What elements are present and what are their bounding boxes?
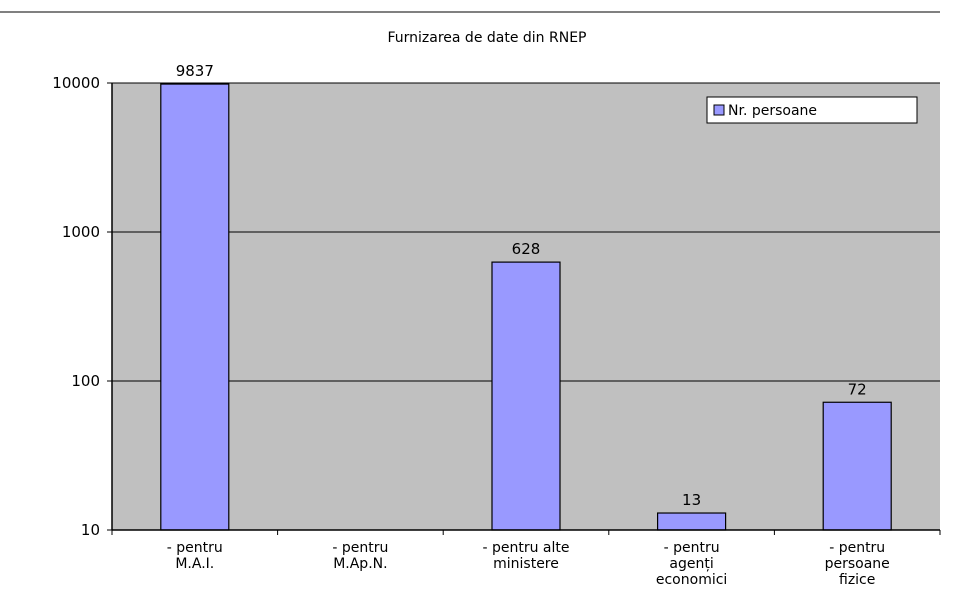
- x-category-label: - pentru alte ministere: [482, 540, 569, 572]
- x-category-label-line: M.Ap.N.: [333, 556, 387, 572]
- x-category-label: - pentru M.A.I.: [167, 540, 223, 572]
- data-label: 72: [848, 380, 867, 398]
- x-category-label-line: agenți: [669, 556, 713, 572]
- y-tick-label: 100: [71, 372, 100, 390]
- data-label: 13: [682, 491, 701, 509]
- data-labels: 9837 628 13 72: [176, 62, 867, 509]
- bar: [160, 83, 230, 531]
- bar: [822, 401, 892, 531]
- axes: [111, 83, 941, 535]
- y-tick-label: 10: [81, 521, 100, 539]
- legend: Nr. persoane: [706, 96, 918, 124]
- x-category-label: - pentru agenți economici: [656, 540, 727, 588]
- y-tick-label: 1000: [62, 223, 100, 241]
- y-tick-label: 10000: [52, 74, 100, 92]
- x-category-label-line: - pentru alte: [482, 540, 569, 556]
- x-category-label-line: - pentru: [167, 540, 223, 556]
- x-category-label-line: economici: [656, 572, 727, 588]
- legend-swatch: [713, 104, 725, 116]
- legend-label: Nr. persoane: [728, 103, 817, 119]
- y-axis-ticks: 10 100 1000 10000: [52, 74, 112, 539]
- x-category-label-line: - pentru: [829, 540, 885, 556]
- chart-title: Furnizarea de date din RNEP: [387, 30, 586, 46]
- bar: [491, 261, 561, 531]
- data-label: 628: [512, 240, 541, 258]
- x-category-label-line: - pentru: [664, 540, 720, 556]
- x-category-label-line: ministere: [493, 556, 559, 572]
- x-category-label-line: - pentru: [332, 540, 388, 556]
- x-category-label-line: M.A.I.: [175, 556, 214, 572]
- x-axis-labels: - pentru M.A.I.- pentru M.Ap.N.- pentru al…: [167, 540, 890, 588]
- x-category-label: - pentru persoane fizice: [825, 540, 890, 588]
- legend-box: [706, 96, 918, 124]
- bar: [656, 512, 727, 531]
- x-category-label-line: fizice: [839, 572, 875, 588]
- x-category-label-line: persoane: [825, 556, 890, 572]
- data-label: 9837: [176, 62, 214, 80]
- x-category-label: - pentru M.Ap.N.: [332, 540, 388, 572]
